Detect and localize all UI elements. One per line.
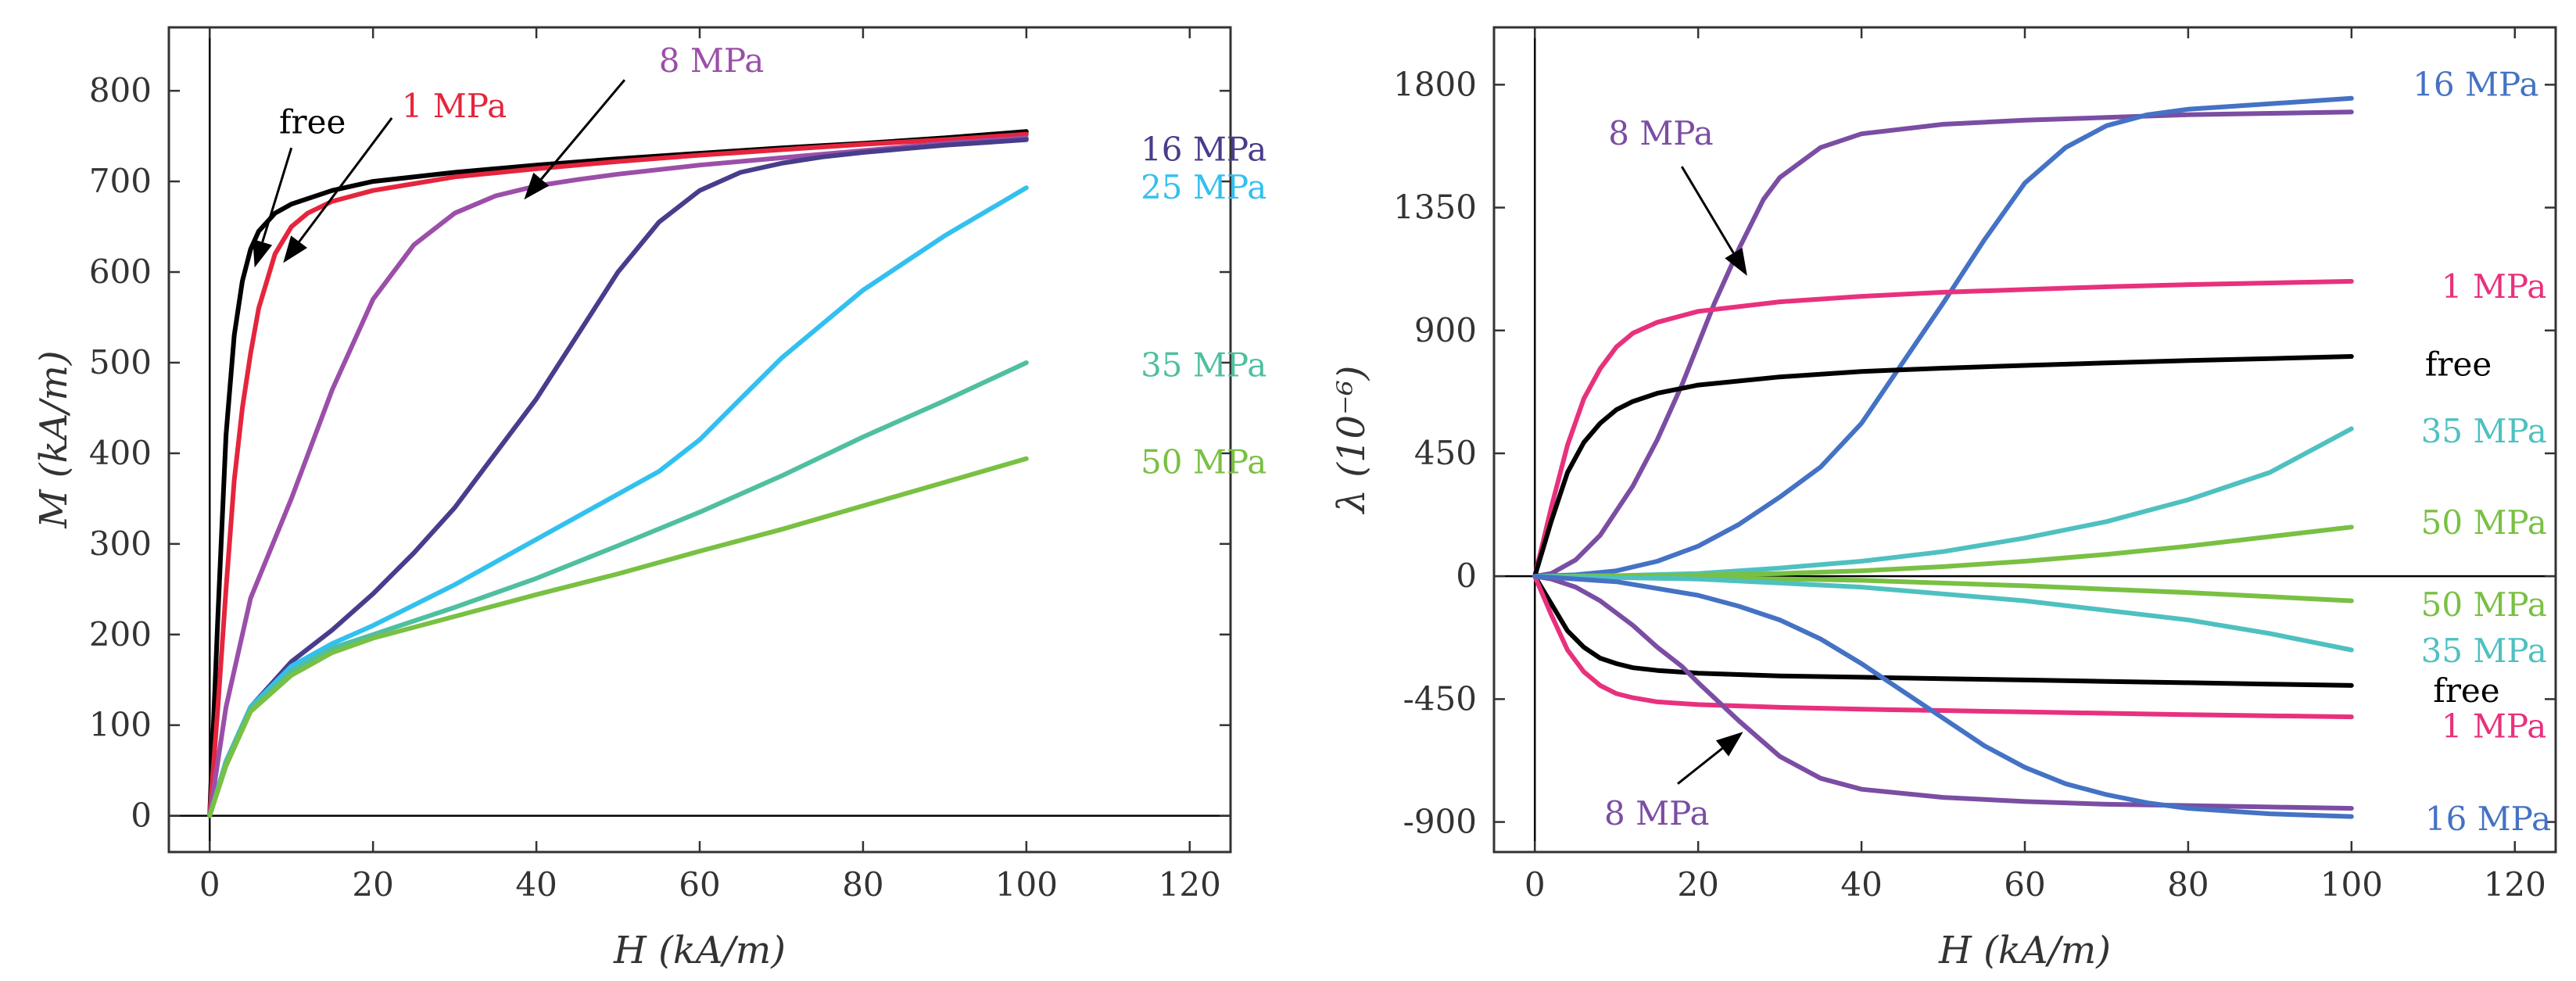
y-tick-label: 200 (89, 615, 152, 653)
series-line-1-mpa (1532, 278, 2354, 579)
x-tick-label: 60 (679, 865, 720, 904)
magnetostriction-chart: 0 20 40 60 80 100 120 -900 -450 0 450 900 1350 1800 1… (1330, 26, 2557, 972)
annotation-arrow-head (253, 238, 273, 268)
series-label: 25 MPa (1141, 168, 1267, 206)
series-label: 35 MPa (2421, 632, 2547, 670)
series-label: 1 MPa (2442, 267, 2547, 306)
series-lines (207, 129, 1029, 818)
x-axis-label: H (kA/m) (613, 929, 786, 972)
annotation-arrow-line (1677, 747, 1723, 785)
series-label: 8 MPa (1608, 114, 1714, 152)
series-line-16-mpa (207, 137, 1029, 818)
x-tick-label: 40 (1840, 865, 1882, 904)
series-line-free (1532, 354, 2354, 579)
x-tick-label: 20 (352, 865, 393, 904)
x-axis-label: H (kA/m) (1938, 929, 2111, 972)
series-line-free-neg (1532, 574, 2354, 688)
y-axis-label: λ (10⁻⁶) (1330, 366, 1374, 515)
x-tick-label: 0 (1524, 865, 1546, 904)
y-tick-label: 300 (89, 525, 152, 563)
series-label: 16 MPa (1141, 131, 1267, 169)
y-tick-label: 450 (1414, 434, 1477, 472)
annotation-arrows (1677, 166, 1747, 785)
y-tick-label: 100 (89, 706, 152, 744)
series-label: free (279, 103, 346, 141)
annotation-arrow-head (1725, 248, 1747, 276)
x-tick-label: 40 (515, 865, 557, 904)
series-line-1-mpa (207, 131, 1029, 818)
annotation-arrow-line (540, 79, 626, 181)
series-label: 8 MPa (659, 41, 765, 80)
y-tick-label: 0 (131, 797, 152, 835)
y-axis-label: M (kA/m) (32, 350, 76, 528)
x-tick-label: 100 (2320, 865, 2383, 904)
series-line-16-mpa-neg (1532, 574, 2354, 819)
series-line-8-mpa (207, 135, 1029, 818)
y-tick-label: 0 (1456, 557, 1477, 595)
series-line-35-mpa (1532, 426, 2354, 579)
annotation-arrow-head (283, 235, 308, 263)
y-tick-label: 600 (89, 252, 152, 291)
x-tick-label: 60 (2004, 865, 2045, 904)
x-tick-label: 100 (995, 865, 1058, 904)
series-label: 50 MPa (2421, 503, 2547, 542)
annotation-arrow-line (298, 117, 393, 243)
series-line-35-mpa-neg (1532, 574, 2354, 653)
series-line-8-mpa (1532, 109, 2354, 579)
y-tick-label: 800 (89, 71, 152, 109)
x-tick-label: 120 (2484, 865, 2546, 904)
annotation-arrows (253, 79, 626, 268)
annotation-arrow-line (261, 147, 293, 243)
annotation-arrow-line (1680, 166, 1735, 254)
series-label: 8 MPa (1604, 794, 1710, 832)
series-label: 16 MPa (2425, 800, 2551, 838)
series-label: 1 MPa (2442, 707, 2547, 745)
series-label: 35 MPa (2421, 412, 2547, 450)
series-line-25-mpa (207, 185, 1029, 818)
axis-ticks: 0 20 40 60 80 100 120 0 100 200 300 400 500 600 700 800 (89, 27, 1231, 904)
annotation-arrow-head (524, 172, 550, 200)
x-tick-label: 80 (2167, 865, 2209, 904)
y-tick-label: -900 (1403, 803, 1477, 841)
x-tick-label: 80 (842, 865, 883, 904)
annotation-arrow-head (1715, 732, 1743, 757)
y-tick-label: 1800 (1393, 65, 1477, 103)
y-tick-label: 500 (89, 343, 152, 381)
y-tick-label: -450 (1403, 679, 1477, 718)
series-label: free (2425, 345, 2492, 383)
y-tick-label: 700 (89, 162, 152, 200)
series-line-1-mpa-neg (1532, 574, 2354, 720)
series-label: 50 MPa (2421, 585, 2547, 624)
series-line-50-mpa (207, 456, 1029, 818)
series-label: 1 MPa (402, 87, 507, 125)
y-tick-label: 1350 (1393, 188, 1477, 227)
series-line-8-mpa-neg (1532, 574, 2354, 811)
series-line-free (207, 129, 1029, 818)
axis-ticks: 0 20 40 60 80 100 120 -900 -450 0 450 900 1350 1800 (1393, 27, 2556, 904)
series-line-35-mpa (207, 360, 1029, 818)
series-label: 35 MPa (1141, 345, 1267, 384)
series-lines (1532, 95, 2354, 819)
series-label: free (2433, 671, 2499, 710)
magnetization-chart: 0 20 40 60 80 100 120 0 100 200 300 400 500 600 700 800… (32, 26, 1267, 972)
y-tick-label: 400 (89, 434, 152, 472)
series-label: 50 MPa (1141, 442, 1267, 481)
series-line-16-mpa (1532, 95, 2354, 579)
x-tick-label: 20 (1677, 865, 1718, 904)
x-tick-label: 0 (199, 865, 220, 904)
y-tick-label: 900 (1414, 311, 1477, 349)
x-tick-label: 120 (1159, 865, 1221, 904)
series-label: 16 MPa (2413, 65, 2538, 103)
